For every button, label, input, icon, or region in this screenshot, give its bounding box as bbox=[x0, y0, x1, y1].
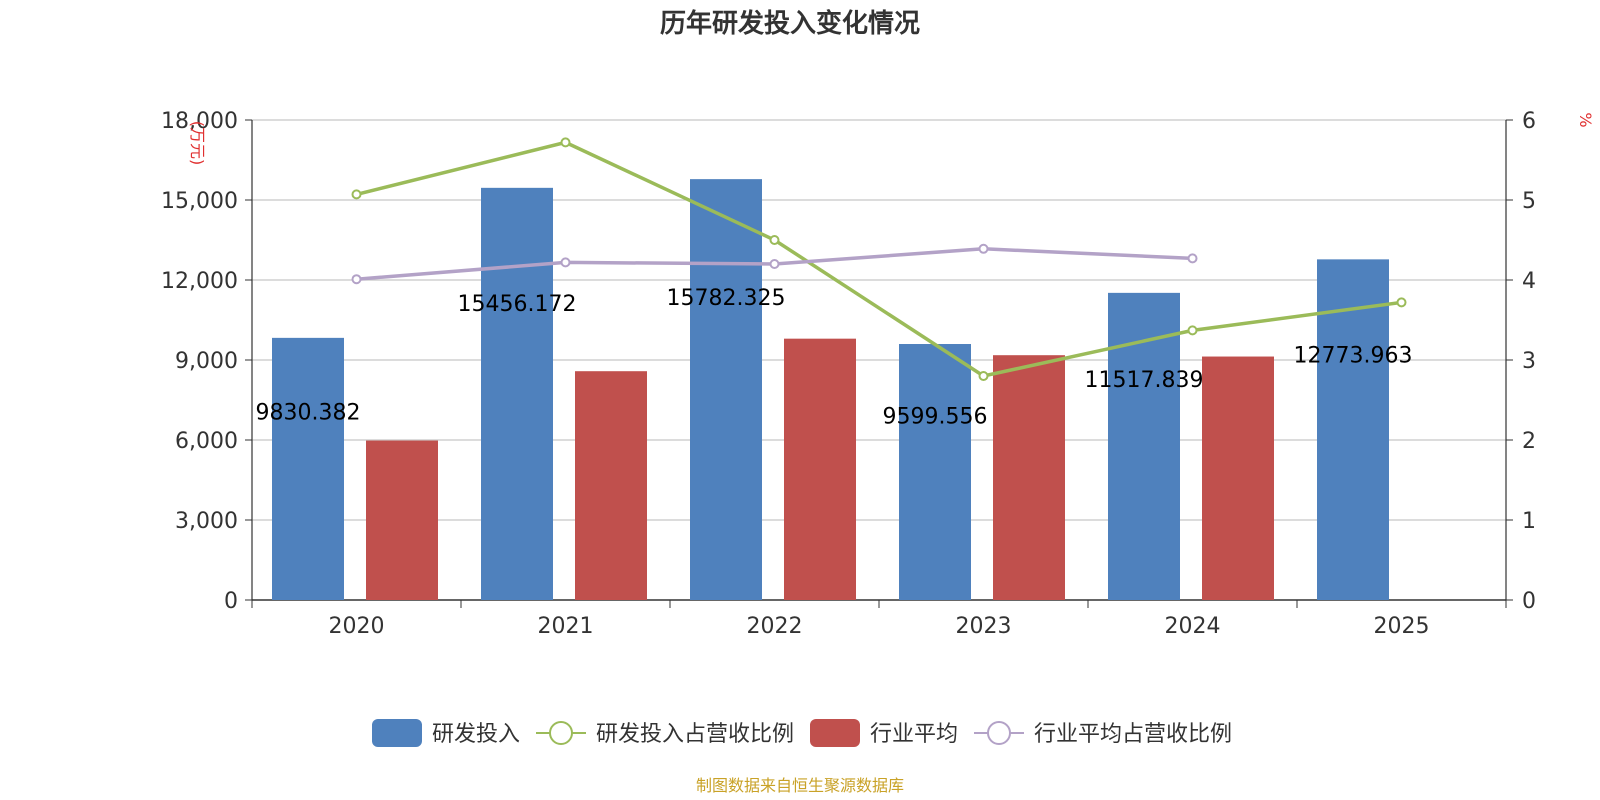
right-tick-label: 0 bbox=[1522, 589, 1536, 614]
right-tick-label: 5 bbox=[1522, 189, 1536, 214]
left-tick-label: 9,000 bbox=[175, 349, 238, 374]
line-point bbox=[978, 371, 989, 381]
line-series bbox=[351, 137, 1407, 381]
legend-swatch-bar bbox=[810, 719, 860, 747]
line-point bbox=[351, 189, 362, 200]
bar-industry-average bbox=[1202, 356, 1274, 600]
line-point bbox=[1187, 253, 1198, 264]
data-label: 15782.325 bbox=[667, 286, 786, 311]
left-tick-label: 0 bbox=[224, 589, 238, 614]
legend-swatch-marker bbox=[549, 721, 573, 745]
line-point bbox=[769, 259, 780, 269]
x-tick-label: 2022 bbox=[747, 614, 803, 639]
left-tick-label: 12,000 bbox=[161, 269, 238, 294]
line-point bbox=[769, 235, 780, 245]
line-point bbox=[351, 274, 362, 285]
bar-industry-average bbox=[366, 440, 438, 600]
legend-label: 行业平均 bbox=[870, 722, 958, 747]
source-note: 制图数据来自恒生聚源数据库 bbox=[696, 776, 904, 795]
line-point bbox=[978, 243, 989, 254]
x-tick-label: 2021 bbox=[538, 614, 594, 639]
legend: 研发投入 研发投入占营收比例 行业平均 行业平均占营收比例 bbox=[372, 719, 1232, 747]
data-label: 11517.839 bbox=[1085, 368, 1204, 393]
bar-industry-average bbox=[784, 338, 856, 600]
bar-rd-investment bbox=[899, 344, 971, 600]
right-tick-label: 3 bbox=[1522, 349, 1536, 374]
left-tick-label: 15,000 bbox=[161, 189, 238, 214]
x-tick-label: 2020 bbox=[329, 614, 385, 639]
left-tick-label: 6,000 bbox=[175, 429, 238, 454]
data-label: 9599.556 bbox=[883, 405, 988, 430]
line-point bbox=[560, 257, 571, 268]
bar-industry-average bbox=[575, 371, 647, 600]
x-tick-label: 2023 bbox=[956, 614, 1012, 639]
right-tick-label: 2 bbox=[1522, 429, 1536, 454]
right-tick-label: 1 bbox=[1522, 509, 1536, 534]
bar-rd-investment bbox=[1108, 292, 1180, 600]
bar-rd-investment bbox=[481, 187, 553, 600]
bar-rd-investment bbox=[272, 337, 344, 600]
legend-label: 行业平均占营收比例 bbox=[1034, 722, 1232, 747]
line-point bbox=[1396, 297, 1407, 308]
line-rd-ratio bbox=[356, 140, 1402, 378]
right-tick-label: 4 bbox=[1522, 269, 1536, 294]
data-label: 12773.963 bbox=[1294, 344, 1413, 369]
legend-label: 研发投入 bbox=[432, 722, 520, 747]
x-tick-label: 2024 bbox=[1165, 614, 1221, 639]
line-point bbox=[560, 137, 571, 148]
chart-title: 历年研发投入变化情况 bbox=[660, 8, 920, 39]
axes: 0 3,000 6,000 9,000 12,000 15,000 18,000 0 1 2 3 4 5… bbox=[161, 109, 1536, 639]
left-tick-label: 3,000 bbox=[175, 509, 238, 534]
data-label: 9830.382 bbox=[256, 400, 361, 425]
line-point bbox=[1187, 325, 1198, 336]
left-tick-label: 18,000 bbox=[161, 109, 238, 134]
bar-rd-investment bbox=[690, 179, 762, 600]
legend-label: 研发投入占营收比例 bbox=[596, 722, 794, 747]
gridlines bbox=[252, 119, 1506, 521]
data-labels: 9830.382 15456.172 15782.325 9599.556 11517.… bbox=[256, 286, 1413, 430]
bar-rd-investment bbox=[1317, 259, 1389, 600]
bar-industry-average bbox=[993, 355, 1065, 600]
x-tick-label: 2025 bbox=[1374, 614, 1430, 639]
legend-swatch-marker bbox=[987, 721, 1011, 745]
data-label: 15456.172 bbox=[458, 292, 577, 317]
bar-series bbox=[272, 179, 1389, 600]
legend-swatch-bar bbox=[372, 719, 422, 747]
left-axis-unit: (万元) bbox=[188, 121, 207, 166]
right-axis-unit: % bbox=[1576, 112, 1595, 127]
right-tick-label: 6 bbox=[1522, 109, 1536, 134]
